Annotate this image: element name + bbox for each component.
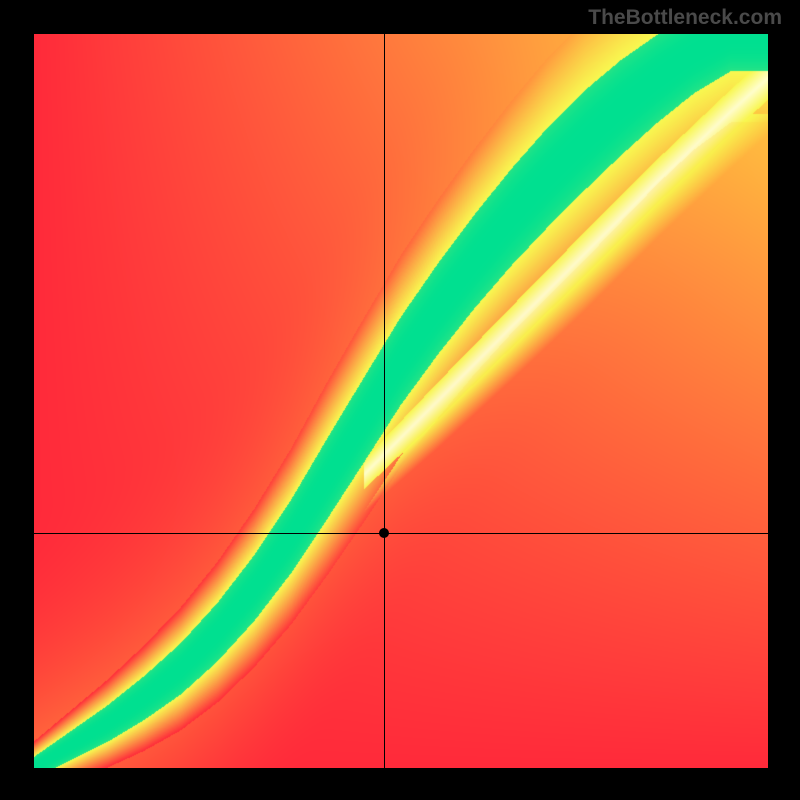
watermark-text: TheBottleneck.com [588, 6, 782, 30]
crosshair-vertical [384, 34, 385, 768]
crosshair-horizontal [34, 533, 768, 534]
chart-container: TheBottleneck.com [0, 0, 800, 800]
heatmap-plot [34, 34, 768, 768]
crosshair-marker [379, 528, 389, 538]
heatmap-canvas [34, 34, 768, 768]
